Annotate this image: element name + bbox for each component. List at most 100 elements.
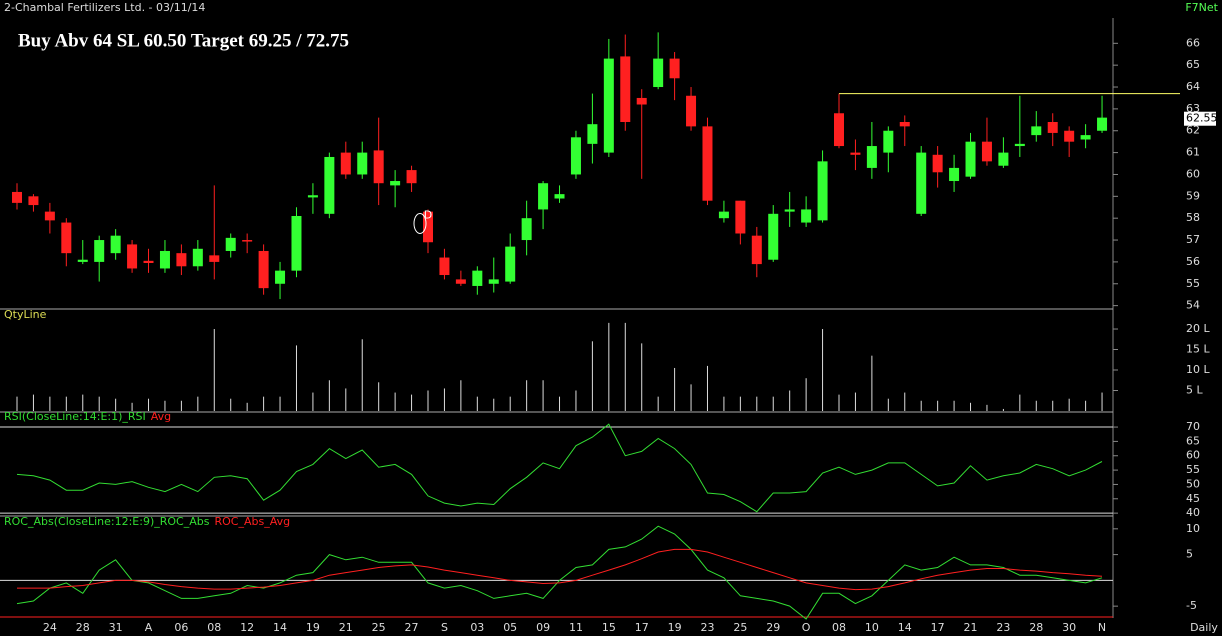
candle-body	[390, 181, 401, 186]
x-tick-label: 29	[766, 621, 780, 634]
y-tick-label: 10	[1186, 522, 1200, 535]
y-tick-label: 62	[1186, 124, 1200, 137]
x-tick-label: 19	[306, 621, 320, 634]
x-tick-label: 09	[536, 621, 550, 634]
x-tick-label: 17	[635, 621, 649, 634]
x-tick-label: 06	[174, 621, 188, 634]
candle-body	[110, 235, 121, 254]
candle-body	[718, 211, 729, 219]
y-tick-label: 55	[1186, 463, 1200, 476]
x-tick-label: 24	[43, 621, 57, 634]
candle-body	[94, 240, 105, 262]
y-tick-label: 40	[1186, 506, 1200, 519]
last-price: 62.55	[1186, 112, 1218, 125]
candle-body	[357, 152, 368, 175]
y-tick-label: 61	[1186, 146, 1200, 159]
x-tick-label: 19	[668, 621, 682, 634]
y-tick-label: 65	[1186, 434, 1200, 447]
x-tick-label: 30	[1062, 621, 1076, 634]
candle-body	[1014, 143, 1025, 147]
candle-body	[258, 250, 269, 289]
candle-body	[291, 216, 302, 271]
candle-body	[981, 141, 992, 162]
x-tick-label: 17	[931, 621, 945, 634]
candle-body	[143, 260, 154, 263]
y-tick-label: 45	[1186, 492, 1200, 505]
x-tick-label: 21	[339, 621, 353, 634]
series-line	[16, 525, 1103, 620]
candle-body	[488, 279, 499, 284]
y-tick-label: 70	[1186, 420, 1200, 433]
x-tick-label: 14	[273, 621, 287, 634]
series-line	[17, 548, 1103, 591]
x-tick-label: 15	[602, 621, 616, 634]
x-tick-label: 27	[405, 621, 419, 634]
x-tick-label: A	[145, 621, 153, 634]
candle-body	[1064, 130, 1075, 142]
y-tick-label: 63	[1186, 102, 1200, 115]
candle-body	[636, 97, 647, 105]
candle-body	[801, 209, 812, 223]
candle-body	[916, 152, 927, 214]
candle-body	[620, 56, 631, 122]
candle-body	[768, 213, 779, 260]
candle-body	[340, 152, 351, 175]
y-tick-label: -5	[1186, 599, 1197, 612]
y-tick-label: 15 L	[1186, 343, 1210, 356]
x-tick-label: S	[441, 621, 448, 634]
x-tick-label: O	[802, 621, 811, 634]
candle-body	[834, 113, 844, 147]
candle-body	[603, 58, 614, 153]
series-line	[16, 423, 1103, 513]
candle-body	[1080, 135, 1091, 140]
y-tick-label: 60	[1186, 167, 1200, 180]
candle-body	[817, 161, 828, 221]
y-tick-label: 60	[1186, 449, 1200, 462]
x-tick-label: 23	[996, 621, 1010, 634]
candle-body	[965, 141, 976, 177]
x-tick-label: 28	[1029, 621, 1043, 634]
candle-body	[77, 259, 88, 262]
brand: F7Net	[1185, 1, 1218, 14]
candle-body	[998, 152, 1009, 166]
x-tick-label: 08	[207, 621, 221, 634]
candle-body	[686, 95, 697, 127]
candle-body	[406, 170, 417, 184]
marker-ring	[413, 212, 427, 234]
candle-body	[949, 167, 960, 182]
y-tick-label: 58	[1186, 211, 1200, 224]
candle-body	[28, 196, 39, 206]
candle-body	[225, 237, 236, 251]
candle-body	[192, 248, 203, 267]
candle-body	[784, 209, 795, 212]
candle-body	[61, 222, 72, 254]
x-tick-label: 23	[700, 621, 714, 634]
candle-body	[127, 244, 138, 269]
candle-body	[702, 126, 713, 201]
y-tick-label: 10 L	[1186, 363, 1210, 376]
y-tick-label: 57	[1186, 233, 1200, 246]
candle-body	[324, 156, 335, 214]
x-tick-label: 05	[503, 621, 517, 634]
x-tick-label: 12	[240, 621, 254, 634]
panel-title: QtyLine	[4, 308, 47, 321]
y-tick-label: 55	[1186, 277, 1200, 290]
candle-body	[751, 235, 762, 265]
candle-body	[1031, 126, 1042, 136]
candle-body	[439, 257, 450, 276]
candle-body	[159, 250, 170, 269]
candle-body	[307, 195, 318, 198]
candle-body	[373, 150, 384, 184]
candle-body	[587, 124, 598, 144]
candle-body	[521, 218, 532, 241]
y-tick-label: 64	[1186, 80, 1200, 93]
marker: D	[424, 208, 432, 221]
x-tick-label: 08	[832, 621, 846, 634]
candle-body	[554, 194, 565, 199]
candle-body	[570, 137, 581, 175]
y-tick-label: 66	[1186, 36, 1200, 49]
x-tick-label: 25	[733, 621, 747, 634]
legend-entry: Avg	[151, 410, 171, 423]
